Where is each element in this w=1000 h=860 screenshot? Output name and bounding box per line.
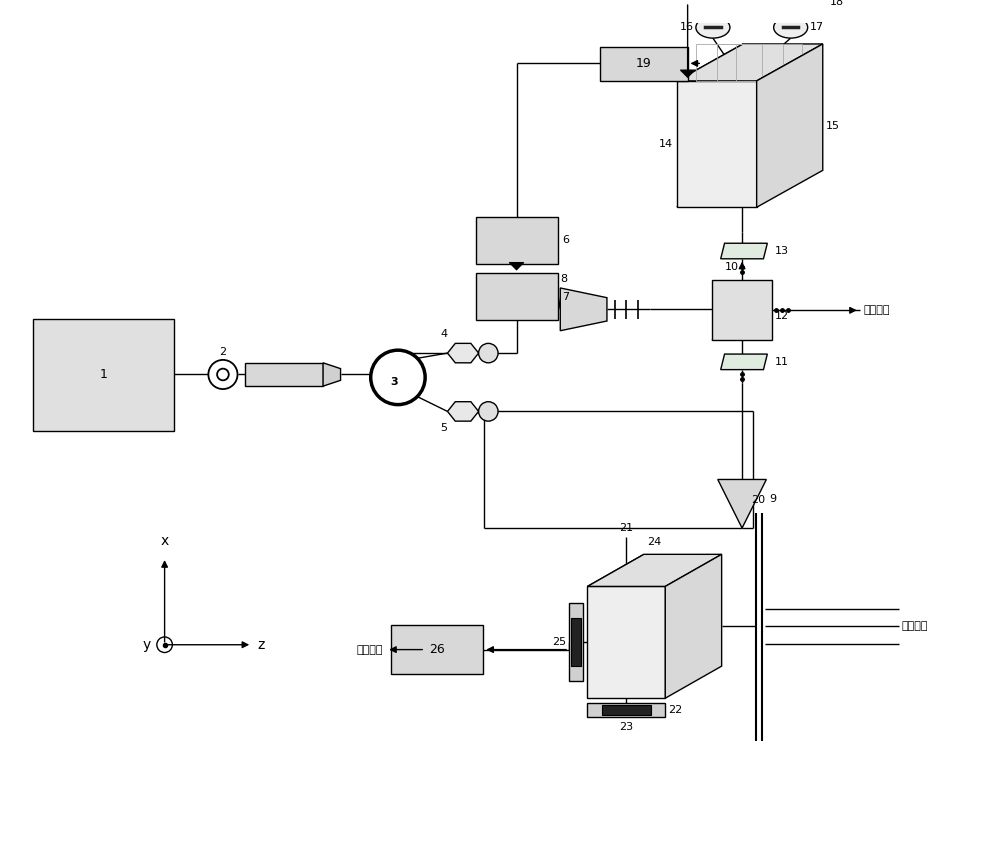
Polygon shape	[718, 480, 766, 528]
Text: 9: 9	[769, 494, 776, 504]
Text: 14: 14	[659, 139, 673, 149]
Text: 数据输出: 数据输出	[357, 645, 383, 654]
Bar	[677, 81, 757, 207]
Text: 20: 20	[752, 494, 766, 505]
Text: 22: 22	[668, 705, 682, 715]
Text: 11: 11	[775, 357, 789, 367]
Text: 13: 13	[775, 246, 789, 256]
Text: 26: 26	[429, 643, 445, 656]
Bar	[571, 617, 581, 667]
Text: 18: 18	[830, 0, 844, 7]
Bar	[763, 0, 827, 15]
Text: 至接收端: 至接收端	[864, 305, 890, 316]
Bar	[703, 0, 730, 9]
Bar	[712, 280, 772, 341]
Bar	[587, 703, 665, 716]
Text: x: x	[160, 533, 169, 548]
Text: 4: 4	[440, 329, 448, 340]
Text: 24: 24	[647, 537, 662, 547]
Bar	[587, 587, 665, 698]
Polygon shape	[721, 354, 767, 370]
Text: y: y	[143, 638, 151, 652]
Text: 1: 1	[100, 368, 108, 382]
Polygon shape	[560, 288, 607, 331]
Text: 15: 15	[826, 120, 840, 131]
Text: 2: 2	[219, 347, 226, 357]
Text: 5: 5	[441, 423, 448, 433]
Text: 由发送端: 由发送端	[901, 621, 928, 631]
Ellipse shape	[696, 16, 730, 38]
Bar	[781, 0, 808, 9]
Bar	[600, 46, 688, 81]
Text: 6: 6	[562, 236, 569, 245]
Polygon shape	[587, 555, 722, 587]
Polygon shape	[448, 343, 479, 363]
Text: 17: 17	[810, 22, 824, 33]
Text: 10: 10	[725, 262, 739, 273]
Text: 23: 23	[619, 722, 633, 732]
Ellipse shape	[774, 16, 808, 38]
Bar	[686, 0, 749, 15]
Bar	[245, 363, 323, 386]
Circle shape	[479, 402, 498, 421]
Text: 12: 12	[775, 311, 789, 322]
Polygon shape	[665, 555, 722, 698]
Polygon shape	[721, 243, 767, 259]
Text: 25: 25	[552, 636, 566, 647]
Circle shape	[371, 350, 425, 404]
Text: 8: 8	[560, 274, 567, 284]
Text: 21: 21	[619, 523, 633, 533]
Circle shape	[157, 637, 172, 653]
Polygon shape	[677, 44, 823, 81]
Bar	[569, 603, 583, 681]
Bar	[602, 705, 651, 715]
Polygon shape	[448, 402, 479, 421]
Circle shape	[479, 343, 498, 363]
Text: 7: 7	[562, 292, 569, 302]
Text: 3: 3	[390, 378, 398, 387]
Text: 16: 16	[679, 22, 693, 33]
Bar	[476, 217, 558, 264]
Bar	[391, 625, 483, 674]
Polygon shape	[757, 44, 823, 207]
Polygon shape	[323, 363, 341, 386]
Bar	[476, 273, 558, 320]
Text: z: z	[257, 638, 264, 652]
Text: 19: 19	[636, 57, 652, 70]
Bar	[33, 319, 174, 431]
